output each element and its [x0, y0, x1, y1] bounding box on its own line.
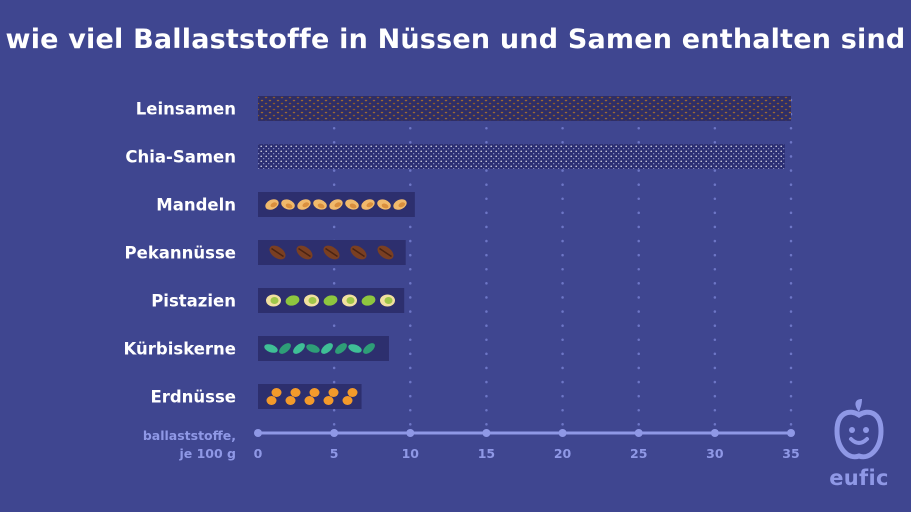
tick-dot-30 — [710, 429, 719, 437]
category-labels: Leinsamen Chia-Samen Mandeln Pekannüsse Pist… — [124, 100, 236, 407]
pumpkin-seed-icon — [306, 344, 320, 353]
logo-text: eufic — [829, 466, 889, 490]
x-axis: 0 5 10 15 20 25 30 35 — [254, 429, 800, 461]
tick-dot-15 — [482, 429, 491, 437]
peanut-top — [328, 388, 339, 397]
pecan-groove — [271, 247, 284, 258]
tick-label-15: 15 — [478, 446, 495, 461]
almond-shade — [270, 202, 278, 208]
pistachio-kernel — [346, 297, 355, 304]
bar-7 — [258, 384, 362, 409]
x-axis-label-line-2: je 100 g — [178, 446, 236, 461]
chart-title: wie viel Ballaststoffe in Nüssen und Sam… — [5, 24, 906, 55]
almond-shade — [366, 202, 374, 208]
tick-dot-10 — [406, 429, 415, 437]
pumpkin-seed-icon — [335, 343, 347, 354]
tick-dot-5 — [330, 429, 339, 437]
apple-face-icon — [834, 399, 884, 460]
category-label: Kürbiskerne — [124, 340, 236, 359]
pistachio-kernel — [384, 297, 393, 304]
tick-label-5: 5 — [330, 446, 339, 461]
pistachio-kernel — [270, 297, 279, 304]
category-label: Pistazien — [151, 292, 236, 311]
tick-label-30: 30 — [706, 446, 724, 461]
bar-1 — [258, 96, 791, 121]
pistachio-icon — [361, 295, 376, 306]
bar-5 — [258, 288, 405, 313]
tick-label-35: 35 — [782, 446, 799, 461]
pecan-groove — [298, 247, 311, 258]
almond-shade — [285, 203, 293, 209]
peanut-top — [347, 388, 358, 397]
peanut-icon — [285, 396, 296, 405]
bar-rect — [258, 144, 785, 169]
pumpkin-seed-icon — [264, 344, 278, 353]
pistachio-icon — [285, 295, 300, 306]
peanut-icon — [304, 396, 315, 405]
pecan-groove — [379, 247, 392, 258]
almond-shade — [317, 203, 325, 209]
eufic-logo: eufic — [826, 398, 892, 494]
almond-shade — [349, 203, 357, 209]
bar-3 — [258, 192, 415, 217]
bars — [258, 96, 791, 409]
bar-rect — [258, 96, 791, 121]
category-label: Erdnüsse — [150, 388, 236, 407]
pistachio-icon — [323, 295, 338, 306]
pumpkin-seed-icon — [321, 343, 333, 354]
tick-dot-25 — [634, 429, 643, 437]
tick-label-0: 0 — [254, 446, 263, 461]
category-label: Leinsamen — [136, 100, 236, 119]
tick-dot-35 — [787, 429, 795, 437]
almond-shade — [381, 203, 389, 209]
peanut-top — [290, 388, 301, 397]
category-label: Chia-Samen — [125, 148, 236, 167]
tick-label-20: 20 — [554, 446, 572, 461]
tick-dot-20 — [558, 429, 567, 437]
peanut-top — [271, 388, 282, 397]
peanut-icon — [266, 396, 277, 405]
peanut-top — [309, 388, 320, 397]
pecan-groove — [352, 247, 365, 258]
bar-6 — [258, 336, 389, 361]
pumpkin-seed-icon — [363, 343, 375, 354]
almond-shade — [302, 202, 310, 208]
peanut-icon — [342, 396, 353, 405]
bar-2 — [258, 144, 785, 169]
pecan-groove — [325, 247, 338, 258]
x-axis-label-line-1: ballaststoffe, — [143, 428, 236, 443]
tick-dot-0 — [254, 429, 262, 437]
category-label: Mandeln — [156, 196, 236, 215]
pistachio-kernel — [308, 297, 317, 304]
bar-4 — [258, 240, 406, 265]
category-label: Pekannüsse — [125, 244, 236, 263]
pumpkin-seed-icon — [279, 343, 291, 354]
almond-shade — [334, 202, 342, 208]
peanut-icon — [323, 396, 334, 405]
tick-label-10: 10 — [402, 446, 420, 461]
pumpkin-seed-icon — [348, 344, 362, 353]
almond-shade — [398, 202, 406, 208]
pumpkin-seed-icon — [293, 343, 305, 354]
tick-label-25: 25 — [630, 446, 647, 461]
